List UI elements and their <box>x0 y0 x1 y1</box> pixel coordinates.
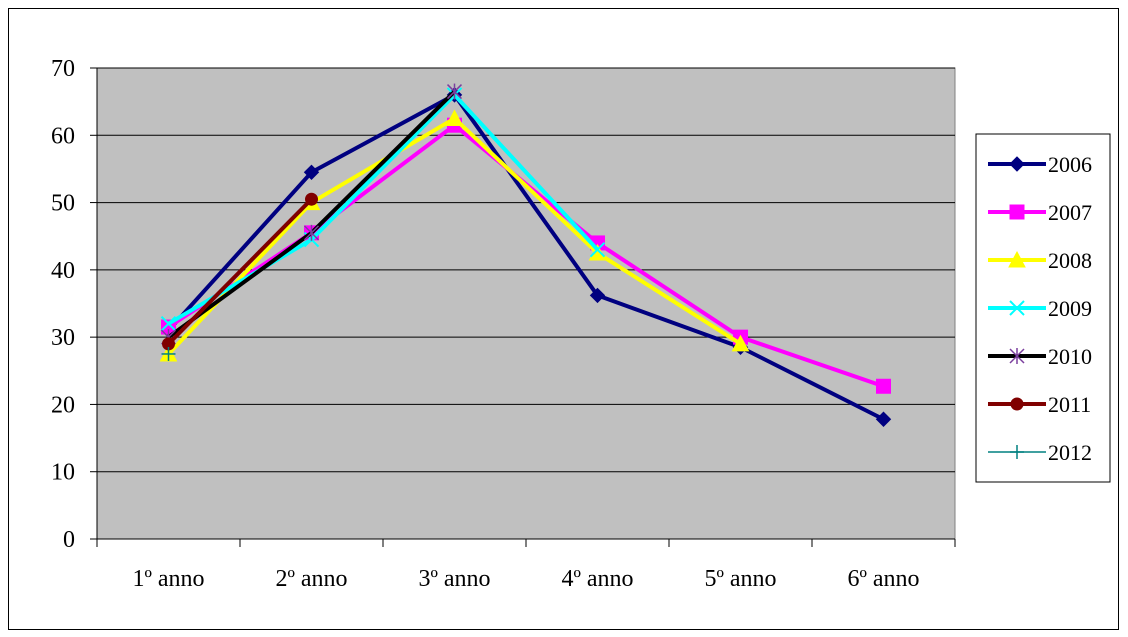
legend-marker <box>1009 204 1025 220</box>
data-point <box>161 346 176 361</box>
y-tick-label: 0 <box>63 527 75 553</box>
legend-label: 2007 <box>1048 200 1092 225</box>
legend-item: 2011 <box>988 392 1091 417</box>
x-tick-label: 5º anno <box>704 566 776 592</box>
data-point <box>876 378 891 394</box>
axes-group: 0 10 20 30 40 50 60 70 1º anno 2º anno 3º anno 4º a… <box>51 56 956 592</box>
data-point <box>589 287 606 304</box>
plot-area-group <box>96 67 956 540</box>
legend-label: 2006 <box>1048 152 1092 177</box>
plot-area <box>96 67 956 540</box>
y-tick-label: 70 <box>51 56 75 82</box>
x-tick-label: 1º anno <box>132 566 204 592</box>
legend: 2006 2007 2008 2009 2010 2011 2012 <box>975 133 1111 483</box>
legend-marker <box>1009 156 1025 172</box>
legend-marker <box>1010 445 1024 459</box>
data-point <box>446 83 463 100</box>
y-tick-label: 30 <box>51 325 75 351</box>
legend-item: 2009 <box>988 296 1092 321</box>
data-point <box>305 192 318 206</box>
data-point <box>445 109 464 126</box>
legend-label: 2010 <box>1048 344 1092 369</box>
x-tick-label: 2º anno <box>275 566 347 592</box>
line-chart: 0 10 20 30 40 50 60 70 1º anno 2º anno 3º anno 4º a… <box>51 56 1111 592</box>
series-line <box>167 197 313 346</box>
y-tick-label: 50 <box>51 191 75 217</box>
legend-marker <box>1010 397 1024 411</box>
data-point <box>731 334 750 352</box>
legend-marker <box>1009 348 1025 364</box>
legend-item: 2006 <box>988 152 1092 177</box>
legend-item: 2008 <box>988 248 1092 273</box>
y-tick-label: 60 <box>51 123 75 149</box>
x-tick-label: 6º anno <box>847 566 919 592</box>
legend-label: 2012 <box>1048 440 1092 465</box>
marker-stroke <box>160 315 177 332</box>
series-line <box>167 92 885 422</box>
marker-stroke <box>589 241 606 258</box>
series-group <box>159 83 892 427</box>
legend-marker <box>1008 250 1026 268</box>
chart-frame: 0 10 20 30 40 50 60 70 1º anno 2º anno 3º anno 4º a… <box>8 8 1119 630</box>
y-tick-label: 40 <box>51 258 75 284</box>
legend-label: 2011 <box>1048 392 1091 417</box>
x-tick-label: 4º anno <box>561 566 633 592</box>
legend-item: 2012 <box>988 440 1092 465</box>
legend-marker <box>1009 300 1025 316</box>
series-2011 <box>162 192 318 351</box>
data-point <box>160 315 177 332</box>
marker-stroke <box>1009 300 1025 316</box>
legend-label: 2009 <box>1048 296 1092 321</box>
data-point <box>303 224 320 241</box>
series-line <box>167 92 599 326</box>
y-tick-label: 20 <box>51 392 75 418</box>
data-point <box>589 241 606 258</box>
data-point <box>303 164 320 180</box>
legend-item: 2010 <box>988 344 1092 369</box>
legend-item: 2007 <box>988 200 1092 225</box>
x-tick-label: 3º anno <box>418 566 490 592</box>
y-tick-label: 10 <box>51 460 75 486</box>
legend-label: 2008 <box>1048 248 1092 273</box>
data-point <box>875 411 892 427</box>
series-2012 <box>161 346 176 361</box>
